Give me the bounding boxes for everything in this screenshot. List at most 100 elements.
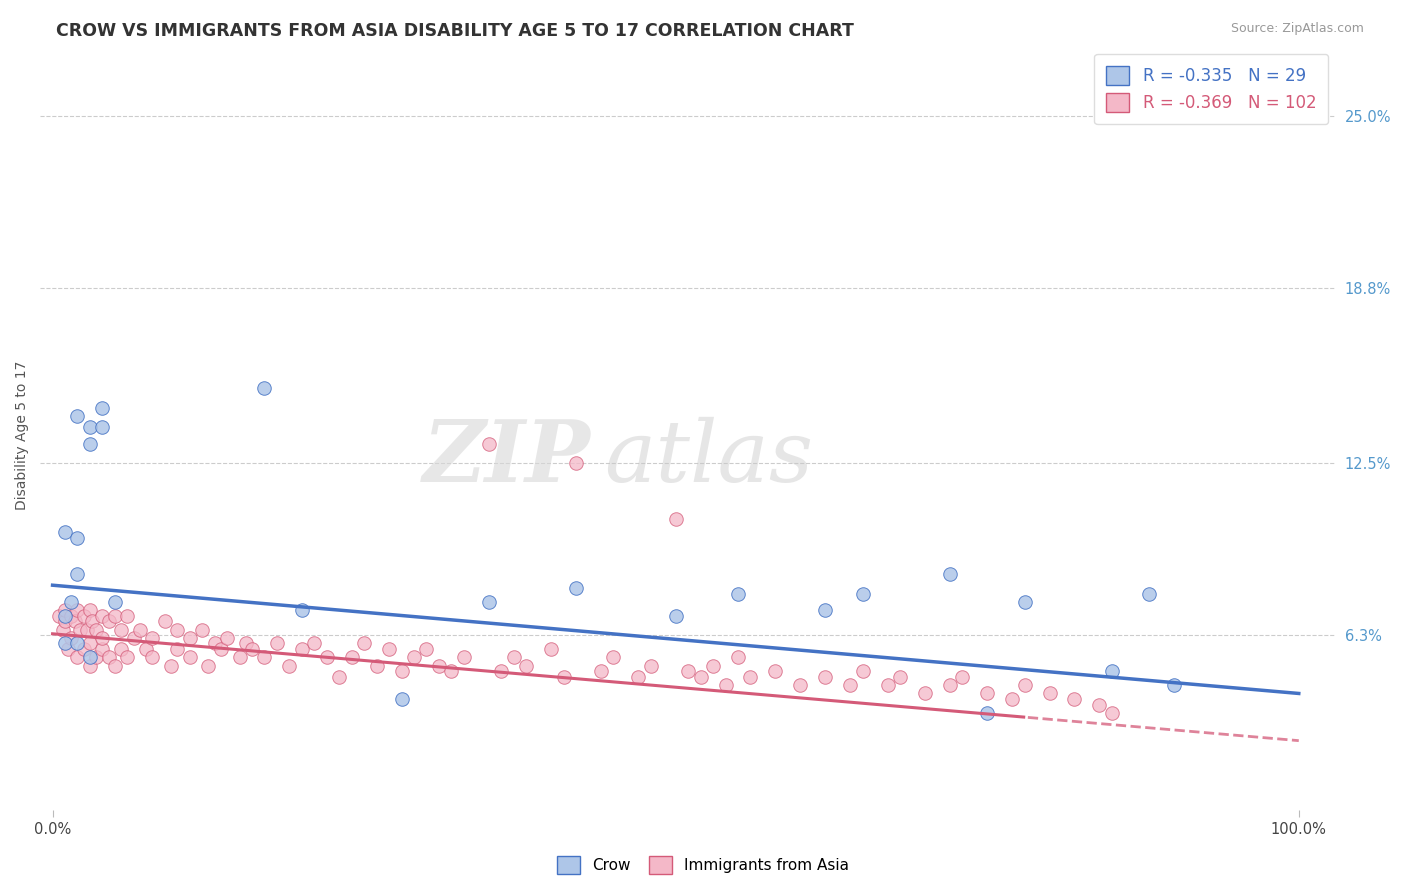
Point	[60, 631, 83, 645]
Point	[63, 615, 86, 629]
Point	[240, 642, 263, 657]
Point	[179, 631, 201, 645]
Point	[122, 631, 145, 645]
Point	[84, 650, 107, 665]
Point	[565, 581, 588, 595]
Point	[402, 650, 425, 665]
Point	[689, 670, 711, 684]
Point	[79, 636, 101, 650]
Point	[51, 623, 73, 637]
Point	[1088, 698, 1111, 712]
Point	[278, 658, 301, 673]
Point	[66, 636, 89, 650]
Point	[427, 658, 450, 673]
Point	[1101, 706, 1123, 720]
Point	[814, 670, 837, 684]
Point	[253, 381, 276, 395]
Point	[976, 706, 998, 720]
Point	[60, 595, 83, 609]
Text: ZIP: ZIP	[423, 416, 591, 500]
Point	[228, 650, 250, 665]
Point	[153, 615, 176, 629]
Point	[197, 658, 219, 673]
Point	[104, 608, 127, 623]
Point	[304, 636, 326, 650]
Point	[976, 686, 998, 700]
Point	[340, 650, 363, 665]
Point	[1163, 678, 1185, 692]
Point	[914, 686, 936, 700]
Point	[714, 678, 737, 692]
Point	[91, 401, 114, 415]
Point	[353, 636, 375, 650]
Point	[91, 608, 114, 623]
Point	[789, 678, 811, 692]
Point	[53, 525, 76, 540]
Point	[160, 658, 183, 673]
Point	[453, 650, 475, 665]
Point	[478, 595, 501, 609]
Point	[179, 650, 201, 665]
Point	[53, 608, 76, 623]
Point	[1038, 686, 1060, 700]
Point	[378, 642, 401, 657]
Point	[60, 608, 83, 623]
Point	[56, 642, 79, 657]
Point	[73, 608, 96, 623]
Point	[53, 615, 76, 629]
Point	[950, 670, 973, 684]
Point	[79, 420, 101, 434]
Point	[478, 436, 501, 450]
Point	[53, 603, 76, 617]
Point	[84, 623, 107, 637]
Point	[117, 650, 139, 665]
Point	[141, 631, 163, 645]
Point	[565, 456, 588, 470]
Point	[876, 678, 898, 692]
Point	[76, 623, 98, 637]
Point	[135, 642, 157, 657]
Point	[366, 658, 388, 673]
Point	[91, 631, 114, 645]
Point	[266, 636, 288, 650]
Text: atlas: atlas	[605, 417, 813, 500]
Point	[166, 623, 188, 637]
Legend: R = -0.335   N = 29, R = -0.369   N = 102: R = -0.335 N = 29, R = -0.369 N = 102	[1094, 54, 1327, 124]
Point	[48, 608, 70, 623]
Point	[839, 678, 862, 692]
Point	[53, 636, 76, 650]
Point	[79, 658, 101, 673]
Point	[702, 658, 724, 673]
Point	[66, 603, 89, 617]
Point	[235, 636, 257, 650]
Point	[97, 615, 120, 629]
Point	[66, 531, 89, 545]
Point	[489, 665, 512, 679]
Point	[391, 665, 413, 679]
Point	[73, 642, 96, 657]
Point	[1001, 692, 1024, 706]
Point	[415, 642, 437, 657]
Point	[191, 623, 214, 637]
Point	[79, 603, 101, 617]
Point	[141, 650, 163, 665]
Point	[553, 670, 575, 684]
Point	[82, 615, 104, 629]
Point	[104, 595, 127, 609]
Point	[889, 670, 911, 684]
Point	[66, 650, 89, 665]
Point	[627, 670, 650, 684]
Point	[502, 650, 524, 665]
Text: Source: ZipAtlas.com: Source: ZipAtlas.com	[1230, 22, 1364, 36]
Point	[315, 650, 337, 665]
Point	[66, 409, 89, 423]
Point	[665, 511, 688, 525]
Point	[740, 670, 762, 684]
Point	[328, 670, 350, 684]
Point	[66, 567, 89, 582]
Point	[852, 665, 875, 679]
Point	[602, 650, 624, 665]
Point	[1063, 692, 1085, 706]
Point	[209, 642, 232, 657]
Point	[852, 586, 875, 600]
